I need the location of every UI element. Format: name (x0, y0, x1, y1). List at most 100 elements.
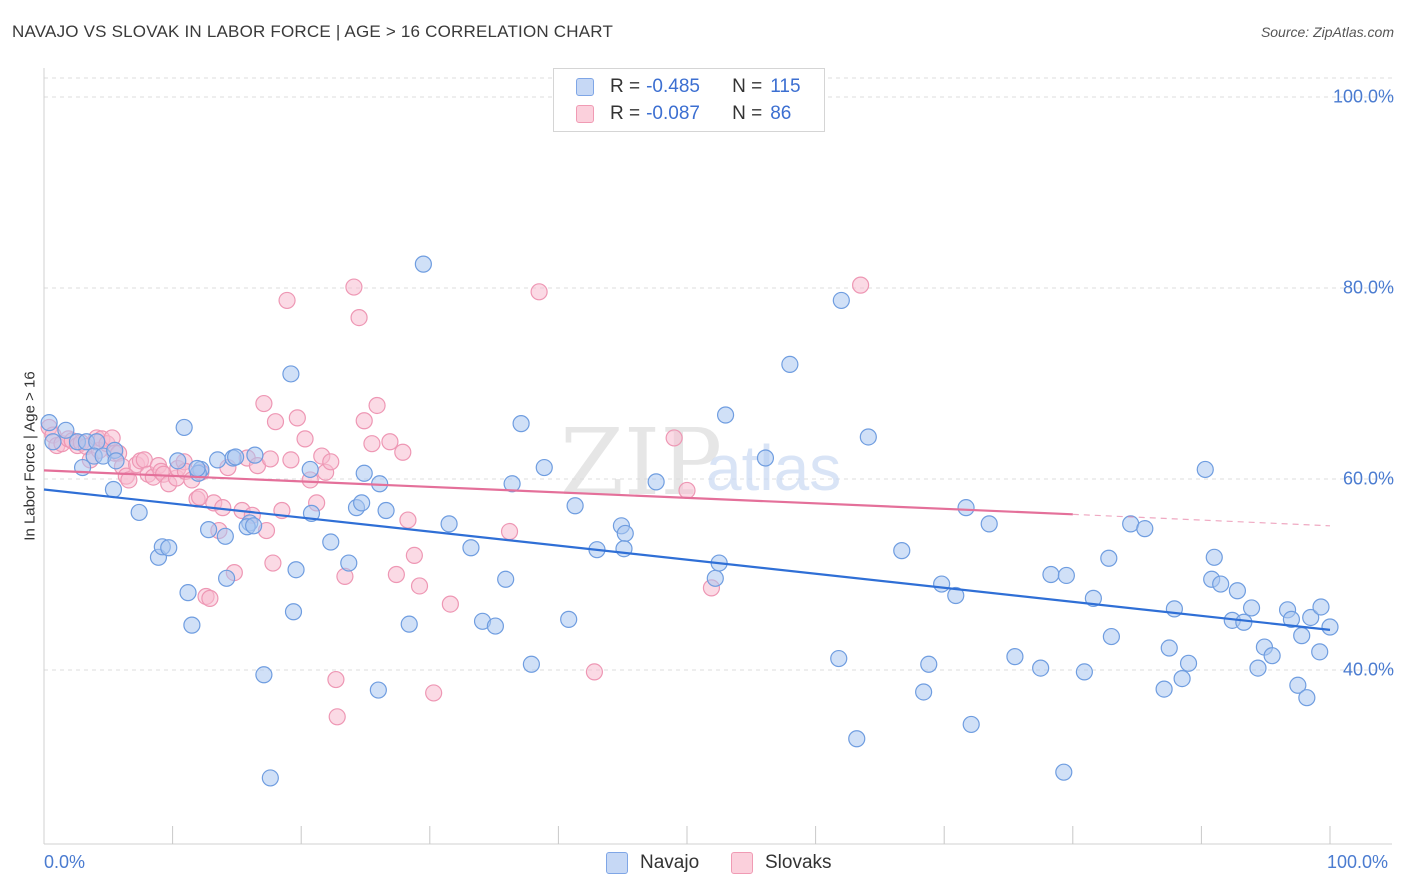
slovaks-point (530, 283, 548, 301)
navajo-point (1311, 643, 1329, 661)
navajo-point (756, 449, 775, 467)
navajo-point (261, 769, 279, 787)
navajo-point (1312, 598, 1330, 616)
navajo-point (322, 533, 340, 551)
navajo-trend-line (43, 488, 1331, 631)
slovaks-point (441, 595, 459, 613)
watermark-atlas: atlas (706, 432, 841, 504)
navajo-point (915, 683, 933, 701)
navajo-point (355, 464, 373, 482)
navajo-point (57, 421, 75, 439)
chart-title: NAVAJO VS SLOVAK IN LABOR FORCE | AGE > … (12, 22, 614, 41)
navajo-point (40, 414, 58, 432)
slovaks-point (665, 429, 683, 447)
slovaks-point (585, 663, 604, 681)
navajo-point (980, 515, 998, 533)
y-tick-label-60: 60.0% (1342, 468, 1394, 489)
navajo-point (246, 446, 264, 464)
navajo-point (522, 655, 540, 673)
navajo-point (353, 494, 371, 512)
navajo-point (218, 569, 236, 587)
n-label: N = (732, 76, 763, 97)
navajo-point (88, 433, 106, 451)
legend-item-slovaks[interactable]: Slovaks (731, 852, 832, 874)
slovaks-point (345, 278, 363, 296)
navajo-point (245, 517, 263, 535)
slovaks-legend-swatch (731, 852, 753, 874)
slovaks-point (288, 409, 306, 427)
slovaks-point (278, 291, 296, 310)
series-legend: Navajo Slovaks (0, 852, 1406, 876)
slovaks-point (120, 471, 138, 489)
navajo-swatch (576, 78, 594, 96)
navajo-point (893, 542, 911, 560)
navajo-point (1282, 610, 1301, 628)
source-label: Source: ZipAtlas.com (1260, 24, 1394, 40)
trend-lines (43, 469, 1331, 631)
slovaks-point (266, 413, 285, 431)
watermark-zip: ZIP (560, 409, 722, 516)
navajo-point (512, 415, 530, 433)
navajo-point (227, 448, 245, 466)
legend-row-slovaks: R = -0.087 N = 86 (576, 102, 791, 126)
slovaks-point (327, 670, 345, 689)
slovaks-point (394, 443, 412, 461)
slovaks-r-value: -0.087 (646, 103, 700, 124)
n-label: N = (732, 103, 763, 124)
navajo-point (282, 365, 300, 383)
navajo-point (130, 503, 148, 522)
slovaks-swatch (576, 105, 594, 123)
slovaks-point (264, 554, 282, 572)
navajo-point (566, 497, 584, 515)
navajo-point (1205, 548, 1223, 566)
navajo-point (340, 554, 358, 572)
navajo-point (1057, 566, 1075, 585)
navajo-point (1302, 608, 1320, 627)
navajo-point (1136, 520, 1154, 538)
navajo-point (1084, 589, 1102, 607)
navajo-point (962, 715, 980, 734)
navajo-point (957, 499, 975, 517)
legend-row-navajo: R = -0.485 N = 115 (576, 75, 801, 99)
navajo-r-value: -0.485 (646, 76, 700, 97)
slovaks-point (852, 276, 870, 294)
navajo-point (933, 575, 951, 593)
slovaks-point (381, 433, 399, 451)
navajo-point (1006, 648, 1024, 666)
navajo-point (175, 418, 193, 437)
slovaks-point (328, 708, 346, 726)
navajo-point (503, 475, 521, 493)
navajo-point (1160, 639, 1178, 657)
navajo-point (616, 524, 634, 543)
navajo-point (716, 406, 735, 424)
navajo-point (1102, 627, 1120, 646)
slovaks-point (261, 450, 279, 468)
slovaks-point (363, 435, 381, 453)
navajo-point (1289, 676, 1307, 694)
navajo-point (1293, 627, 1311, 645)
navajo-point (560, 610, 578, 628)
navajo-point (1032, 659, 1050, 677)
slovaks-point (355, 412, 373, 430)
slovaks-point (201, 589, 219, 607)
navajo-point (832, 291, 850, 310)
navajo-point (369, 681, 387, 699)
navajo-point (1321, 618, 1339, 636)
slovaks-point (368, 396, 386, 415)
navajo-point (200, 521, 218, 539)
y-tick-label-100: 100.0% (1332, 86, 1394, 107)
slovaks-point (296, 430, 314, 448)
navajo-point (1042, 565, 1060, 584)
navajo-point (1075, 663, 1093, 681)
legend-item-navajo[interactable]: Navajo (606, 852, 699, 874)
navajo-point (497, 570, 515, 588)
navajo-point (209, 451, 227, 469)
slovaks-trend-extension (1072, 513, 1331, 527)
slovaks-point (678, 481, 696, 500)
slovaks-point (500, 522, 519, 541)
slovaks-point (255, 394, 273, 413)
navajo-point (1155, 680, 1173, 698)
navajo-point (1298, 689, 1316, 707)
navajo-point (486, 617, 504, 635)
